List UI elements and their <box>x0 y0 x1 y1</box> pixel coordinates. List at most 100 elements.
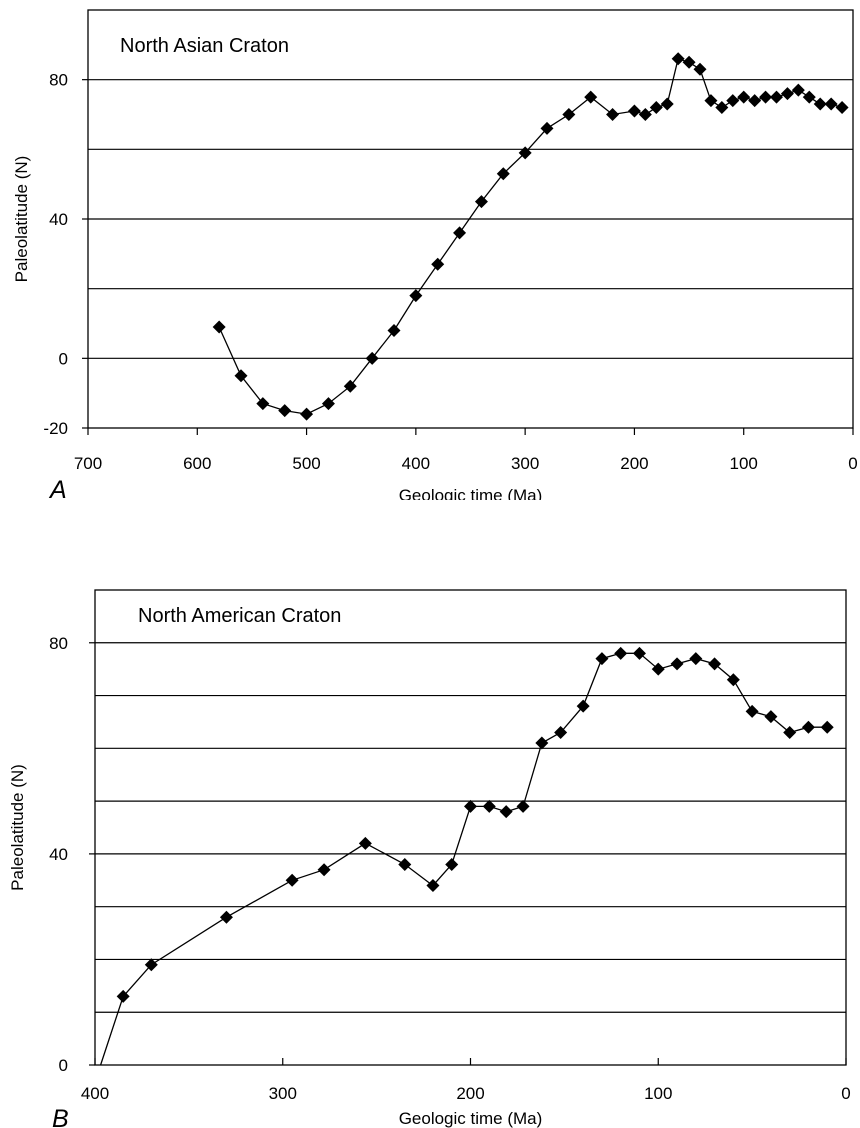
data-point-marker <box>780 87 794 101</box>
data-point-marker <box>453 226 467 240</box>
data-point-marker <box>358 836 372 850</box>
plot-area <box>94 589 847 1066</box>
data-point-marker <box>726 94 740 108</box>
chart-title: North American Craton <box>138 605 341 627</box>
data-point-marker <box>343 379 357 393</box>
data-point-marker <box>660 97 674 111</box>
data-point-marker <box>499 805 513 819</box>
x-tick-label: 0 <box>841 1084 850 1103</box>
data-point-marker <box>144 958 158 972</box>
y-tick-label: -20 <box>43 419 68 438</box>
y-axis-title: Paleolatitude (N) <box>8 764 27 891</box>
y-axis-title: Paleolatitude (N) <box>12 156 31 283</box>
data-point-marker <box>737 90 751 104</box>
data-point-marker <box>682 55 696 69</box>
data-point-marker <box>715 101 729 115</box>
data-point-marker <box>518 146 532 160</box>
y-tick-label: 0 <box>59 349 68 368</box>
data-point-marker <box>584 90 598 104</box>
x-tick-label: 0 <box>848 454 857 473</box>
data-point-marker <box>212 320 226 334</box>
series-line <box>99 652 828 1066</box>
data-point-marker <box>554 726 568 739</box>
data-point-marker <box>824 97 838 111</box>
data-point-marker <box>764 710 778 724</box>
x-tick-label: 700 <box>74 454 102 473</box>
data-point-marker <box>632 646 646 660</box>
data-point-marker <box>219 910 233 924</box>
data-point-marker <box>835 101 849 115</box>
data-point-marker <box>770 90 783 104</box>
chart-title: North Asian Craton <box>120 35 289 57</box>
x-tick-label: 600 <box>183 454 211 473</box>
panel-letter: A <box>48 476 67 500</box>
data-point-marker <box>576 699 590 713</box>
data-point-marker <box>726 673 740 687</box>
data-point-marker <box>496 167 510 181</box>
data-point-marker <box>649 101 663 115</box>
x-tick-label: 400 <box>81 1084 109 1103</box>
data-point-marker <box>801 720 815 734</box>
x-tick-label: 200 <box>620 454 648 473</box>
data-point-marker <box>256 397 270 411</box>
data-point-marker <box>638 108 652 121</box>
data-point-marker <box>464 799 477 813</box>
x-tick-label: 100 <box>644 1084 672 1103</box>
data-point-marker <box>708 657 722 671</box>
data-point-marker <box>627 104 641 118</box>
data-point-marker <box>614 646 628 660</box>
x-axis-title: Geologic time (Ma) <box>399 1109 543 1128</box>
north-american-craton-chart: 0 40 80 400 300 200 100 0 Geologic time (Ma) Pale… <box>8 589 851 1128</box>
data-point-marker <box>689 652 703 666</box>
north-asian-craton-chart: -20 0 40 80 700 600 500 400 300 200 100 0 Geologic t… <box>12 9 858 500</box>
x-tick-label: 400 <box>402 454 430 473</box>
data-point-marker <box>116 989 130 1003</box>
data-point-marker <box>516 799 530 813</box>
data-point-marker <box>445 857 459 871</box>
data-point-marker <box>651 662 665 676</box>
data-point-marker <box>813 97 827 111</box>
x-tick-label: 200 <box>456 1084 484 1103</box>
data-point-marker <box>285 873 299 887</box>
data-point-marker <box>431 257 445 271</box>
y-tick-label: 80 <box>49 71 68 90</box>
data-point-marker <box>482 799 496 813</box>
data-point-marker <box>802 90 816 104</box>
x-tick-label: 500 <box>292 454 320 473</box>
panel-letter: B <box>52 1105 69 1128</box>
data-point-marker <box>321 397 335 411</box>
data-point-marker <box>398 857 412 871</box>
data-point-marker <box>426 879 440 893</box>
data-point-marker <box>693 62 707 76</box>
data-point-marker <box>562 108 576 121</box>
data-point-marker <box>278 404 292 418</box>
data-point-marker <box>783 726 797 739</box>
data-point-marker <box>317 863 331 877</box>
y-tick-label: 40 <box>49 845 68 864</box>
data-point-marker <box>535 736 549 750</box>
data-point-marker <box>745 704 759 718</box>
data-point-marker <box>670 657 684 671</box>
x-axis-title: Geologic time (Ma) <box>399 486 543 500</box>
data-point-marker <box>365 351 379 365</box>
data-point-marker <box>671 52 685 66</box>
data-point-marker <box>300 407 314 421</box>
x-tick-label: 300 <box>269 1084 297 1103</box>
y-tick-label: 80 <box>49 634 68 653</box>
data-point-marker <box>759 90 773 104</box>
data-point-marker <box>595 652 609 666</box>
data-point-marker <box>387 323 401 337</box>
data-point-marker <box>234 369 248 383</box>
data-point-marker <box>704 94 718 108</box>
data-point-marker <box>606 108 620 121</box>
data-point-marker <box>748 94 762 108</box>
x-tick-label: 300 <box>511 454 539 473</box>
data-point-marker <box>409 289 423 303</box>
data-point-marker <box>540 121 554 135</box>
y-tick-label: 0 <box>59 1056 68 1075</box>
y-tick-label: 40 <box>49 210 68 229</box>
x-tick-label: 100 <box>730 454 758 473</box>
data-point-marker <box>474 195 488 209</box>
data-point-marker <box>820 720 834 734</box>
data-point-marker <box>791 83 805 97</box>
